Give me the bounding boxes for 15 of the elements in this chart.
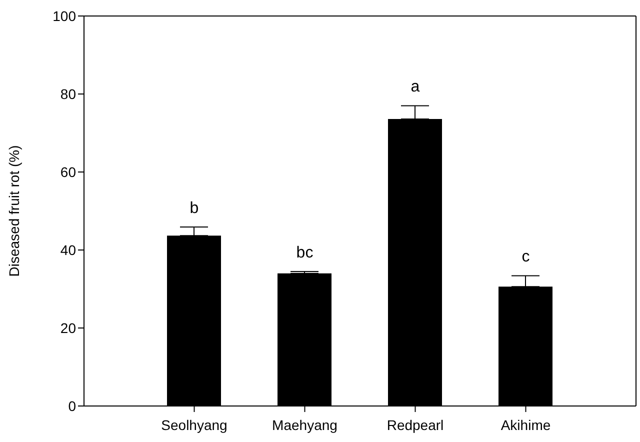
annotation: c xyxy=(522,248,530,266)
annotation: a xyxy=(410,78,420,96)
y-tick-label: 0 xyxy=(68,398,76,414)
x-tick-label: Seolhyang xyxy=(161,416,228,433)
y-tick-label: 60 xyxy=(60,164,76,180)
y-tick-label: 40 xyxy=(60,242,76,258)
annotation: bc xyxy=(296,244,314,262)
y-axis-title: Diseased fruit rot (%) xyxy=(6,145,22,277)
y-tick-label: 80 xyxy=(60,86,76,102)
x-tick-label: Maehyang xyxy=(272,416,338,433)
x-tick-label: Redpearl xyxy=(386,416,444,433)
y-tick-label: 20 xyxy=(60,320,76,336)
x-tick-label: Akihime xyxy=(500,416,551,433)
y-tick-label: 100 xyxy=(52,8,76,24)
annotation: b xyxy=(190,200,199,217)
